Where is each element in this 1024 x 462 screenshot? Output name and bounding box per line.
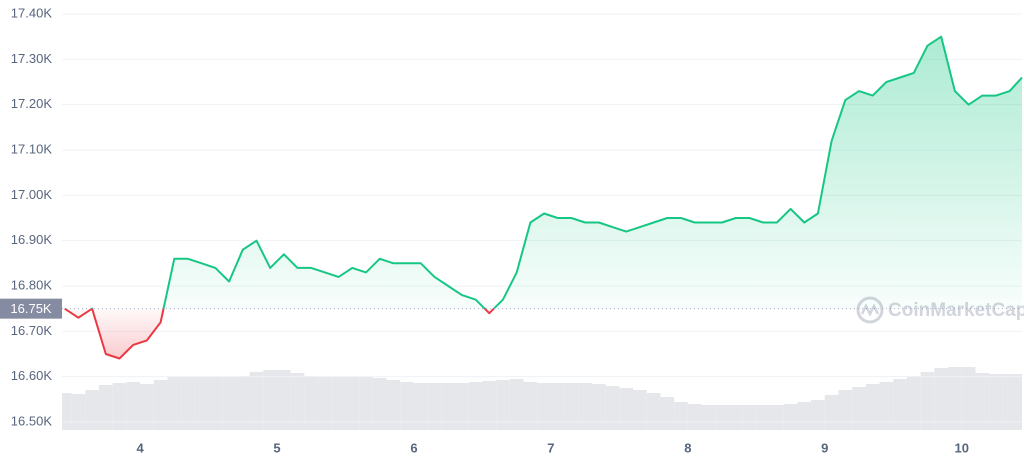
volume-bar: [550, 383, 565, 430]
volume-bar: [290, 373, 305, 430]
price-area: [64, 36, 1022, 359]
x-tick-label: 9: [821, 440, 828, 455]
volume-bar: [359, 377, 373, 430]
volume-bar: [989, 374, 1003, 430]
volume-bar: [235, 376, 250, 430]
volume-bar: [687, 404, 702, 430]
volume-bar: [208, 377, 223, 430]
volume-bar: [879, 382, 894, 430]
volume-bar: [537, 383, 551, 430]
volume-bar: [646, 393, 661, 430]
volume-bar: [961, 367, 976, 430]
y-tick-label: 16.50K: [11, 413, 53, 428]
volume-bar: [893, 379, 907, 430]
volume-bar: [112, 383, 127, 430]
volume-bar: [331, 377, 346, 430]
volume-bar: [304, 376, 319, 430]
volume-bar: [140, 384, 154, 430]
volume-bar: [975, 373, 990, 430]
volume-bar: [633, 390, 647, 430]
volume-bar: [906, 376, 921, 430]
volume-bar: [345, 377, 360, 430]
volume-bar: [194, 377, 209, 430]
watermark-logo-mark: [860, 303, 880, 317]
volume-bar: [728, 405, 743, 430]
volume-bar: [153, 380, 168, 430]
x-tick-label: 8: [684, 440, 691, 455]
volume-bar: [126, 382, 141, 430]
volume-bar: [783, 404, 798, 430]
volume-bar: [249, 372, 264, 430]
y-tick-label: 17.00K: [11, 187, 53, 202]
watermark-text: CoinMarketCap: [888, 300, 1024, 321]
volume-bar: [591, 384, 606, 430]
volume-bar: [797, 402, 812, 430]
volume-bar: [441, 383, 456, 430]
volume-bar: [619, 388, 634, 430]
volume-bar: [386, 380, 401, 430]
volume-bar: [824, 395, 839, 430]
volume-bar: [578, 383, 592, 430]
y-tick-label: 16.60K: [11, 368, 53, 383]
volume-bar: [934, 368, 949, 430]
x-tick-label: 4: [136, 440, 144, 455]
x-tick-label: 10: [955, 440, 969, 455]
volume-bar: [372, 378, 387, 430]
y-tick-label: 17.30K: [11, 51, 53, 66]
y-tick-label: 16.90K: [11, 232, 53, 247]
volume-bar: [660, 397, 675, 430]
volume-bar: [1015, 374, 1022, 430]
y-tick-label: 17.20K: [11, 96, 53, 111]
volume-bar: [742, 405, 757, 430]
baseline-tag: [0, 298, 62, 319]
y-tick-label: 16.80K: [11, 277, 53, 292]
volume-bar: [564, 383, 579, 430]
x-tick-label: 7: [547, 440, 554, 455]
volume-bar: [277, 370, 291, 430]
volume-bar: [263, 370, 278, 430]
price-line: [64, 35, 1023, 360]
volume-bar: [865, 384, 880, 430]
volume-bar: [509, 379, 524, 430]
volume-bar: [605, 386, 620, 430]
watermark-logo: [856, 296, 884, 324]
volume-bar: [811, 400, 825, 430]
volume-bar: [852, 387, 866, 430]
volume-bar: [98, 385, 113, 430]
volume-bar: [948, 367, 962, 430]
volume-bar: [920, 372, 935, 430]
volume-bar: [701, 405, 716, 430]
volume-bar: [523, 382, 538, 430]
volume-bar: [400, 382, 414, 430]
baseline-label: 16.75K: [10, 301, 52, 316]
volume-bar: [674, 402, 688, 430]
volume-bar: [770, 405, 784, 430]
y-tick-label: 17.40K: [11, 5, 53, 20]
y-tick-label: 16.70K: [11, 323, 53, 338]
x-tick-label: 5: [273, 440, 280, 455]
volume-bar: [318, 377, 332, 430]
volume-bar: [167, 377, 182, 430]
volume-bar: [222, 377, 236, 430]
volume-bar: [427, 383, 442, 430]
volume-bar: [838, 390, 853, 430]
volume-bar: [756, 405, 771, 430]
x-tick-label: 6: [410, 440, 417, 455]
volume-bar: [71, 394, 86, 430]
volume-bar: [468, 382, 483, 430]
volume-bar: [85, 390, 99, 430]
watermark: CoinMarketCap: [856, 296, 1024, 324]
volume-bar: [482, 381, 497, 430]
volume-bar: [181, 377, 195, 430]
y-tick-label: 17.10K: [11, 141, 53, 156]
volume-bar: [496, 380, 510, 430]
volume-bar: [1002, 374, 1017, 430]
volume-bar: [62, 393, 72, 430]
volume-bar: [715, 405, 729, 430]
volume-bar: [455, 383, 469, 430]
volume-bar: [413, 383, 428, 430]
